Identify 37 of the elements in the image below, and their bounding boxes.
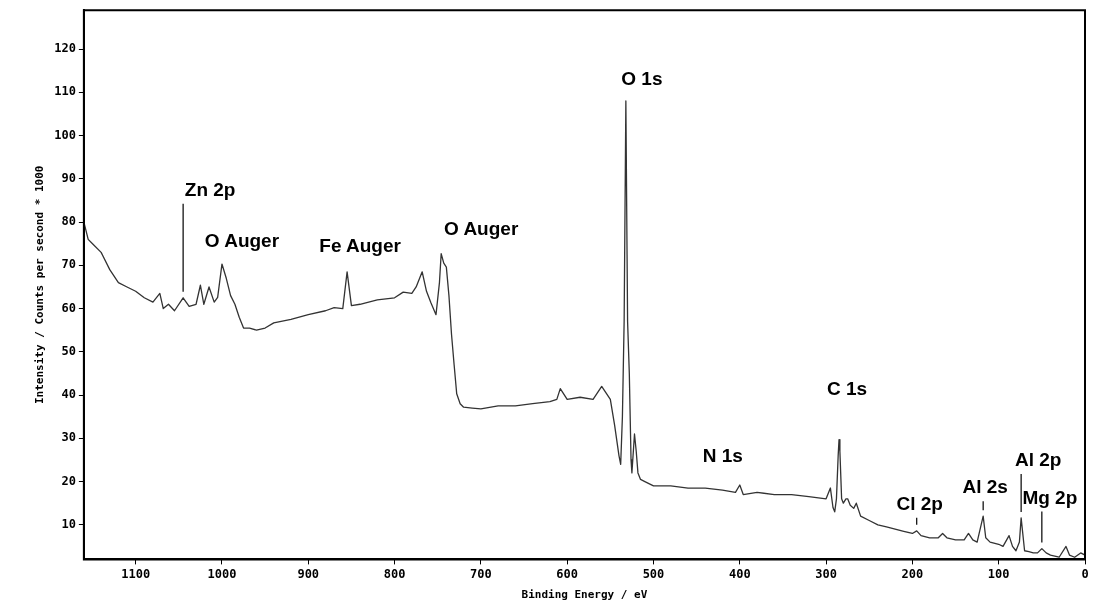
y-tick-label: 120 [54, 41, 76, 56]
y-tick-label: 40 [61, 387, 76, 402]
x-tick-label: 600 [556, 566, 579, 581]
x-axis-title: Binding Energy / eV [521, 588, 648, 602]
annotation: Cl 2p [896, 493, 943, 515]
annotation: Al 2s [962, 476, 1008, 498]
y-tick-label: 80 [61, 214, 76, 229]
y-tick-label: 110 [54, 84, 76, 99]
y-tick-label: 70 [61, 257, 76, 272]
x-tick-label: 1000 [207, 566, 237, 581]
x-tick-label: 200 [901, 566, 924, 581]
annotation: O Auger [444, 217, 519, 239]
y-tick-label: 30 [61, 430, 76, 445]
y-tick-label: 60 [61, 300, 76, 315]
annotation: Mg 2p [1022, 486, 1078, 508]
x-tick-label: 900 [297, 566, 320, 581]
annotation: Al 2p [1014, 449, 1062, 471]
x-tick-label: 700 [470, 566, 492, 581]
x-tick-label: 800 [383, 566, 406, 581]
annotation: Fe Auger [319, 235, 402, 257]
y-tick-label: 90 [61, 170, 76, 185]
annotation: O Auger [204, 230, 280, 252]
y-tick-label: 50 [61, 343, 76, 358]
annotation: Zn 2p [184, 179, 236, 201]
x-tick-label: 400 [728, 566, 751, 581]
x-tick-label: 500 [642, 566, 665, 581]
annotation: C 1s [826, 377, 868, 399]
x-tick-label: 300 [815, 566, 837, 581]
annotation: N 1s [702, 445, 743, 467]
y-tick-label: 20 [61, 473, 76, 488]
annotation: O 1s [621, 68, 663, 90]
x-tick-label: 0 [1081, 566, 1089, 581]
x-tick-label: 1100 [121, 566, 151, 581]
y-axis-title: Intensity / Counts per second * 1000 [33, 165, 47, 405]
x-tick-label: 100 [987, 566, 1010, 581]
y-tick-label: 100 [54, 127, 76, 142]
y-tick-label: 10 [61, 516, 76, 531]
